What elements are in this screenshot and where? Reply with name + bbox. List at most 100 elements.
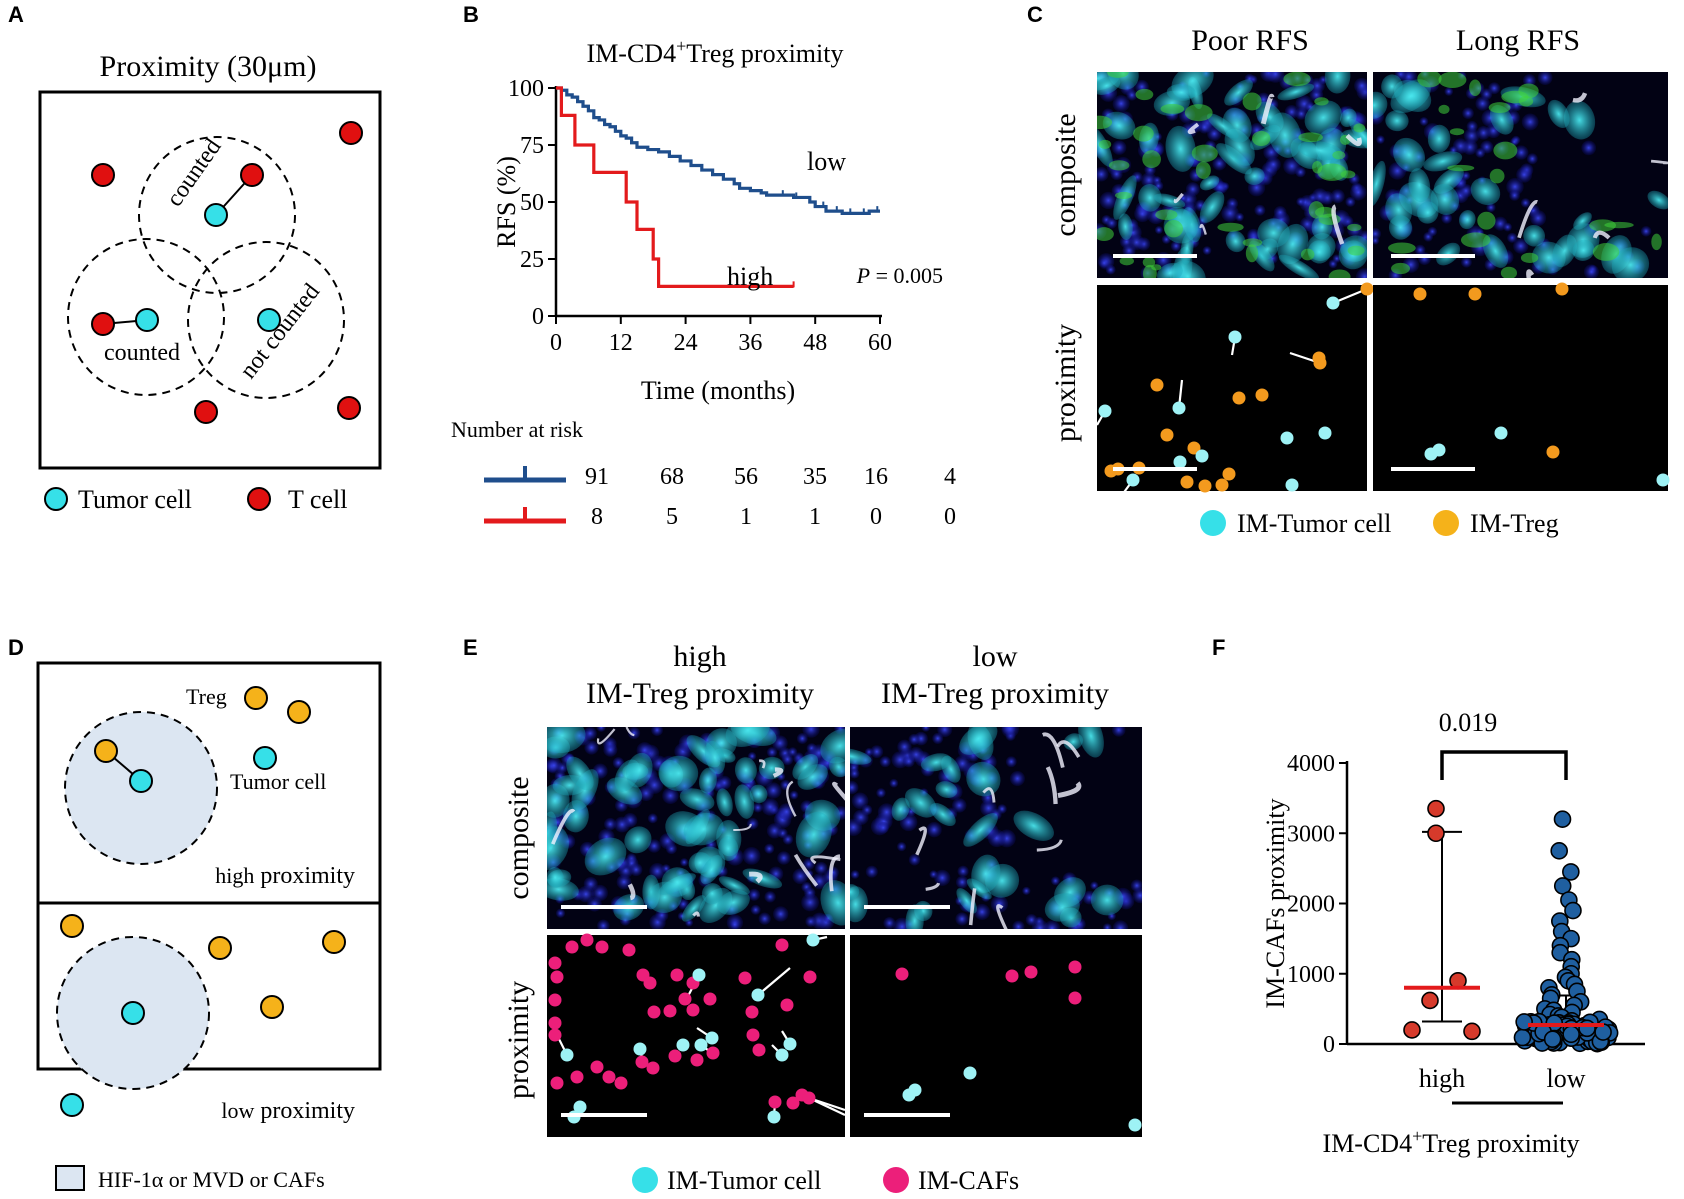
nucleus (1466, 120, 1478, 132)
caf-stain (982, 787, 996, 803)
nucleus (1444, 87, 1454, 96)
nucleus (1311, 188, 1328, 205)
tumor-point (1432, 443, 1446, 457)
nucleus (1461, 256, 1472, 268)
c-row-header: proximity (1049, 324, 1082, 442)
composite-image (1373, 72, 1668, 278)
tumor-cell-stain (1324, 72, 1351, 94)
nucleus (908, 733, 920, 745)
proximity-image (1096, 282, 1374, 496)
nucleus (879, 756, 891, 768)
treg-stain (1447, 164, 1475, 172)
nucleus (584, 740, 599, 755)
km-x-axis-label: Time (months) (641, 376, 795, 405)
nucleus (1283, 157, 1301, 175)
partner-point (1068, 991, 1082, 1005)
nucleus (1309, 78, 1325, 94)
tumor-cell-stain (1523, 224, 1546, 247)
partner-point (663, 1004, 677, 1018)
nucleus (773, 906, 789, 922)
caf-stain (748, 871, 763, 884)
nucleus (876, 788, 886, 798)
tumor-cell-stain (850, 748, 872, 765)
treg-stain (1097, 115, 1113, 130)
nucleus (1537, 72, 1553, 86)
tumor-cell-stain (1153, 193, 1186, 209)
partner-point (1468, 287, 1482, 301)
tumor-point (1128, 1118, 1142, 1132)
partner-point (635, 1055, 649, 1069)
caf-stain (828, 854, 841, 892)
risk-low-cell: 56 (734, 464, 758, 490)
tumor-point (806, 933, 820, 947)
nucleus (1001, 727, 1019, 738)
legend-tumor-dot (632, 1167, 658, 1193)
tumor-cell-stain (718, 876, 750, 895)
f-point-high (1463, 1022, 1481, 1041)
partner-point (647, 1005, 661, 1019)
nucleus (1355, 268, 1367, 278)
nucleus (1050, 876, 1060, 886)
nucleus (877, 821, 889, 834)
treg-stain (1489, 168, 1505, 184)
treg-stain (1184, 104, 1213, 122)
panel-f: F 0.019 0 1000 2000 3000 4000 IM-CAFs proximi… (1212, 635, 1645, 1158)
treg-stain (1164, 220, 1183, 238)
panel-c: C Poor RFS Long RFS composite proximity … (1027, 2, 1670, 538)
partner-point (703, 992, 717, 1006)
treg-dot (322, 930, 346, 954)
tcell-dot (91, 163, 115, 187)
tumor-point (1494, 426, 1508, 440)
tumor-cell-stain (659, 755, 699, 791)
panel-e: E high IM-Treg proximity low IM-Treg pro… (463, 635, 1142, 1195)
panel-label-b: B (463, 2, 479, 27)
caf-stain (1526, 269, 1535, 278)
treg-stain (1449, 128, 1465, 136)
km-y-tick-label: 50 (520, 190, 544, 216)
caf-stain (968, 888, 977, 926)
tumor-cell-stain (1013, 810, 1054, 841)
tumor-cell-stain (966, 761, 1001, 797)
caf-stain (692, 911, 700, 917)
treg-stain (1314, 97, 1329, 106)
tumor-dot (204, 203, 228, 227)
nucleus (764, 843, 775, 854)
partner-point (580, 933, 594, 947)
nucleus (1513, 238, 1529, 254)
caf-stain (733, 823, 752, 832)
caf-stain (1331, 204, 1345, 245)
tcell-dot (240, 163, 264, 187)
tumor-cell-stain (1102, 111, 1136, 140)
partner-point (1215, 478, 1229, 492)
nucleus (1354, 77, 1367, 94)
tumor-point (1326, 296, 1340, 310)
tumor-point (1195, 449, 1209, 463)
tumor-cell-stain (1647, 190, 1668, 210)
f-y-tick-label: 0 (1323, 1032, 1335, 1058)
tumor-cell-stain (850, 886, 868, 923)
partner-point (1068, 960, 1082, 974)
nucleus (758, 912, 771, 925)
nucleus (850, 768, 860, 779)
treg-stain (1332, 150, 1346, 160)
tumor-point (692, 968, 706, 982)
tumor-dot (253, 746, 277, 770)
treg-stain (1388, 242, 1416, 254)
tumor-cell-stain (698, 767, 717, 794)
km-x-tick-label: 48 (803, 330, 827, 356)
partner-point (738, 971, 752, 985)
caf-stain (1056, 740, 1081, 758)
treg-dot (287, 700, 311, 724)
tumor-cell-stain (1339, 108, 1357, 128)
nucleus (955, 875, 969, 889)
tcell-dot (339, 121, 363, 145)
nucleus (1154, 225, 1163, 235)
nucleus (870, 745, 884, 759)
partner-point (895, 967, 909, 981)
tumor-dot (60, 1093, 84, 1117)
km-low-label: low (807, 147, 846, 176)
nucleus (796, 732, 808, 744)
e-col-header: high (673, 640, 726, 673)
nucleus (896, 841, 907, 852)
